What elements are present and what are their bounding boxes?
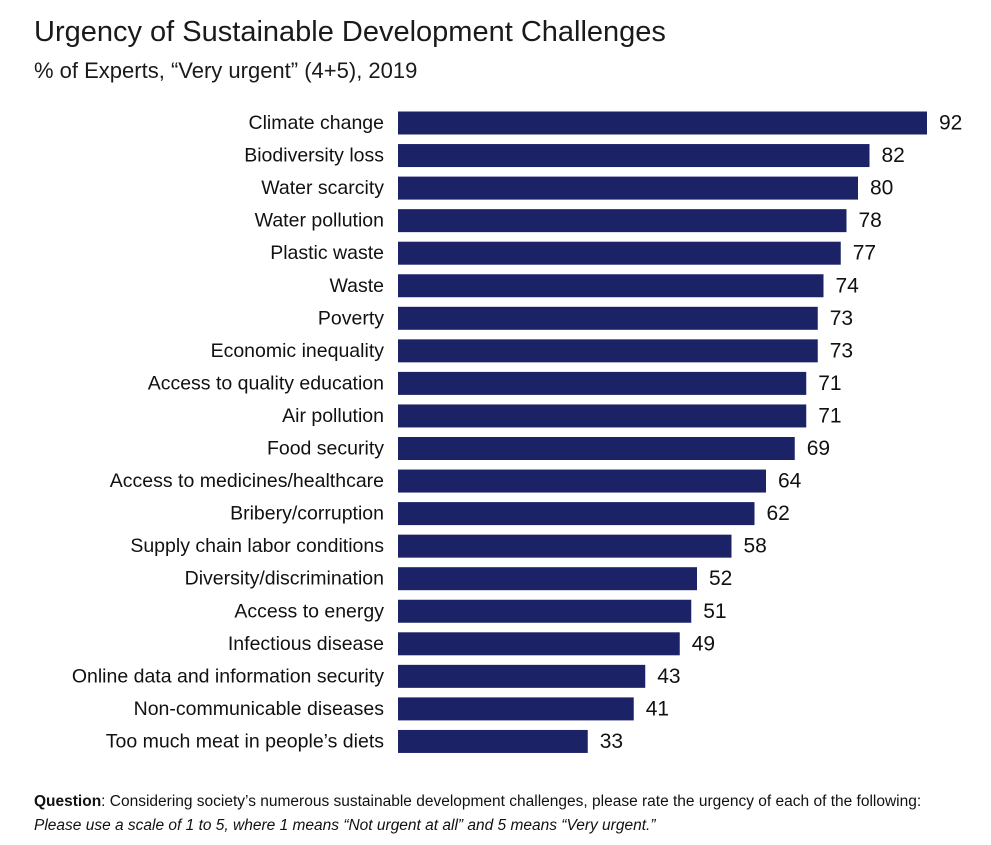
bar	[398, 111, 927, 135]
bar	[398, 567, 697, 591]
data-label: 82	[882, 144, 905, 167]
data-label: 52	[709, 567, 732, 590]
category-label: Infectious disease	[228, 633, 384, 655]
bar	[398, 729, 588, 753]
category-label: Access to quality education	[148, 372, 384, 394]
bar	[398, 144, 870, 168]
data-label: 49	[692, 632, 715, 655]
category-label: Access to energy	[234, 600, 384, 622]
question-colon: :	[101, 793, 106, 810]
bar-chart: Climate change 92 Biodiversity loss 82 Water…	[72, 111, 962, 753]
bar	[398, 306, 818, 330]
category-label: Climate change	[249, 112, 385, 134]
category-label: Supply chain labor conditions	[130, 535, 384, 557]
category-label: Diversity/discrimination	[185, 568, 384, 590]
category-label: Too much meat in people’s diets	[106, 730, 384, 752]
category-label: Waste	[329, 275, 384, 297]
bar	[398, 339, 818, 363]
bar	[398, 502, 755, 526]
question-text: Considering society’s numerous sustainab…	[105, 793, 922, 810]
category-label: Biodiversity loss	[244, 145, 384, 167]
bar	[398, 599, 692, 623]
category-label: Food security	[267, 438, 384, 460]
category-label: Plastic waste	[270, 242, 384, 264]
category-label: Water pollution	[255, 210, 384, 232]
bar	[398, 534, 732, 558]
category-label: Economic inequality	[211, 340, 385, 362]
bar	[398, 371, 807, 395]
data-label: 74	[836, 274, 860, 297]
data-label: 33	[600, 730, 623, 753]
data-label: 73	[830, 307, 853, 330]
data-label: 43	[657, 665, 680, 688]
bar	[398, 176, 858, 200]
category-label: Non-communicable diseases	[134, 698, 385, 720]
chart-title: Urgency of Sustainable Development Chall…	[34, 16, 666, 48]
category-label: Water scarcity	[261, 177, 384, 199]
category-label: Poverty	[318, 307, 384, 329]
category-label: Access to medicines/healthcare	[110, 470, 384, 492]
data-label: 71	[818, 404, 841, 427]
chart-subtitle: % of Experts, “Very urgent” (4+5), 2019	[34, 58, 418, 83]
category-label: Air pollution	[282, 405, 384, 427]
data-label: 64	[778, 470, 802, 493]
bar	[398, 274, 824, 298]
data-label: 71	[818, 372, 841, 395]
data-label: 80	[870, 177, 893, 200]
data-label: 69	[807, 437, 830, 460]
category-label: Bribery/corruption	[230, 503, 384, 525]
data-label: 92	[939, 112, 962, 135]
data-label: 58	[744, 535, 767, 558]
bar	[398, 469, 766, 493]
category-label: Online data and information security	[72, 665, 384, 687]
bar	[398, 241, 841, 265]
question-scale-instructions: Please use a scale of 1 to 5, where 1 me…	[34, 817, 656, 834]
data-label: 41	[646, 697, 669, 720]
data-label: 51	[703, 600, 726, 623]
data-label: 73	[830, 339, 853, 362]
bar	[398, 664, 646, 688]
data-label: 77	[853, 242, 876, 265]
bar	[398, 697, 634, 721]
bar	[398, 632, 680, 656]
bar	[398, 209, 847, 233]
bar	[398, 404, 807, 428]
data-label: 78	[859, 209, 882, 232]
question-label: Question	[34, 793, 102, 810]
data-label: 62	[767, 502, 790, 525]
question-footnote: Question: Considering society’s numerous…	[34, 790, 964, 838]
bar	[398, 437, 795, 460]
